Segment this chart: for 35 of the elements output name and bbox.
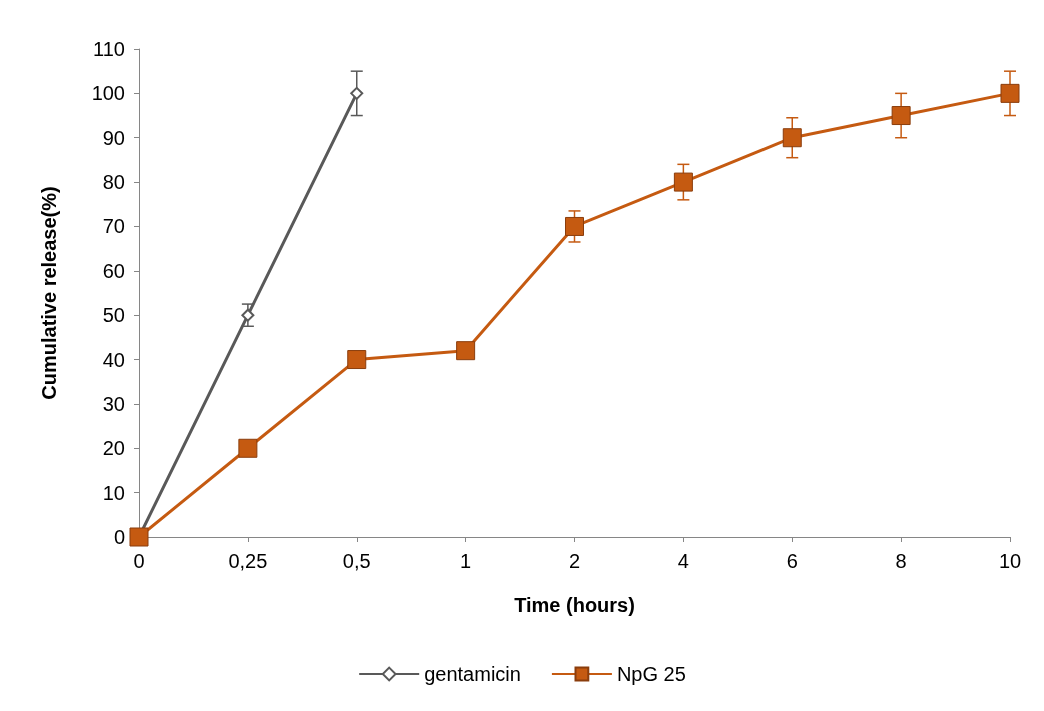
x-tick-label: 2 [568, 550, 581, 572]
x-tick-label: 0 [133, 550, 145, 572]
y-tick-label: 100 [91, 82, 125, 105]
y-axis-title: Cumulative release(%) [38, 186, 60, 400]
y-tick-label: 110 [93, 38, 125, 60]
y-tick-label: 0 [113, 526, 125, 548]
x-tick-label: 4 [677, 550, 689, 572]
x-tick-label: 6 [786, 550, 798, 572]
y-tick-label: 90 [102, 126, 125, 149]
x-tick-label: 10 [998, 550, 1022, 572]
y-tick-label: 40 [102, 348, 125, 371]
point [891, 106, 911, 126]
x-axis-title: Time (hours) [514, 594, 635, 616]
point [347, 350, 367, 370]
y-tick-label: 80 [102, 171, 125, 194]
x-tick-label: 0,5 [342, 550, 371, 572]
y-tick-label: 50 [102, 304, 125, 327]
y-tick-label: 70 [102, 215, 125, 238]
point [456, 341, 476, 361]
y-tick-label: 30 [102, 392, 125, 415]
legend-label: NpG 25 [616, 663, 686, 685]
y-tick-label: 20 [102, 437, 125, 460]
point [782, 128, 802, 148]
point [350, 86, 364, 100]
point [238, 438, 258, 458]
legend-label: gentamicin [424, 663, 521, 685]
x-tick-label: 8 [895, 550, 907, 572]
y-tick-label: 10 [102, 481, 125, 504]
point [1000, 83, 1020, 103]
point [241, 308, 255, 322]
point [673, 172, 693, 192]
y-tick-label: 60 [102, 259, 125, 282]
x-tick-label: 1 [460, 550, 472, 572]
point [565, 216, 584, 236]
x-tick-label: 0,25 [228, 550, 268, 572]
